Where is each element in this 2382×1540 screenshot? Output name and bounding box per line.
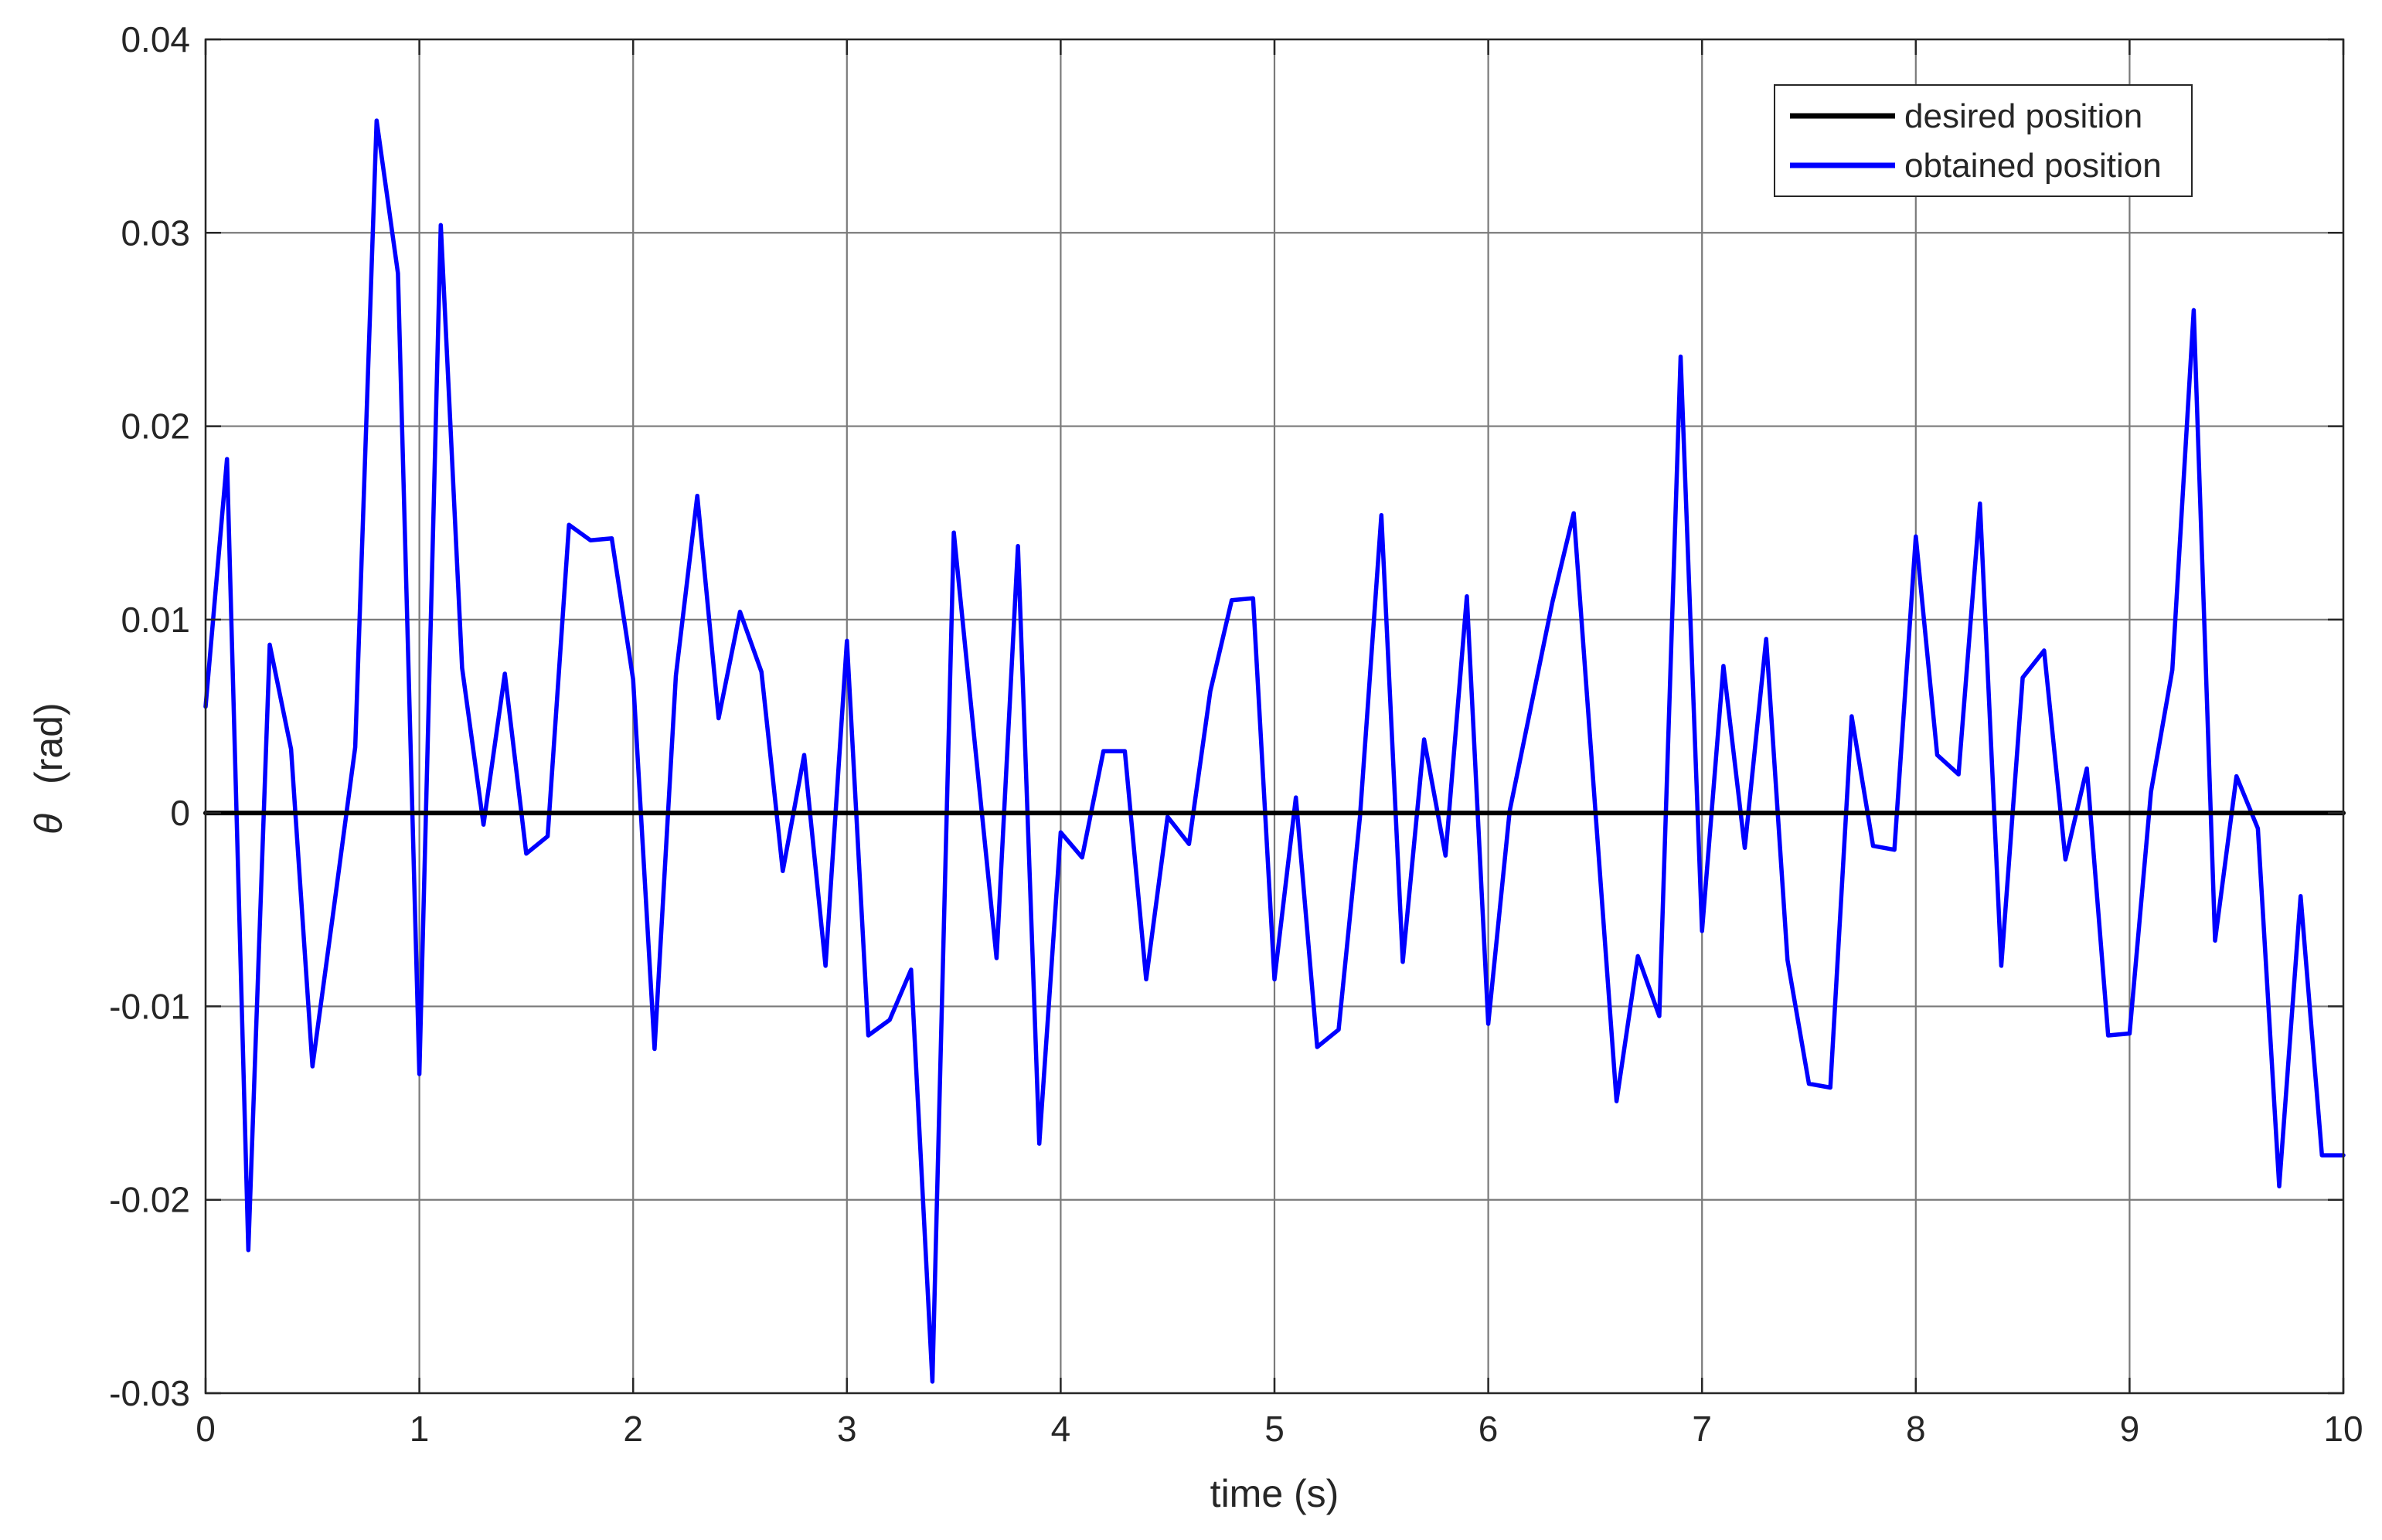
x-tick-label: 9 <box>2120 1409 2140 1449</box>
y-tick-label: 0.02 <box>121 406 190 447</box>
legend-label-desired: desired position <box>1904 97 2142 135</box>
x-tick-label: 5 <box>1264 1409 1285 1449</box>
series-obtained-position-line <box>203 118 2346 1384</box>
x-tick-label: 1 <box>410 1409 430 1449</box>
x-tick-label: 7 <box>1692 1409 1712 1449</box>
tick-labels: 0 1 2 3 4 5 6 7 8 9 10 -0.03 -0.02 -0.01 0 0.01 0.02 0.03… <box>109 19 2363 1449</box>
x-tick-label: 4 <box>1051 1409 1071 1449</box>
y-tick-label: 0.03 <box>121 212 190 253</box>
y-axis-unit: (rad) <box>27 702 70 784</box>
x-tick-label: 0 <box>196 1409 216 1449</box>
svg-text:θ (rad): θ (rad) <box>27 702 70 835</box>
legend-label-obtained: obtained position <box>1904 147 2162 185</box>
y-axis-label: θ (rad) <box>27 702 70 835</box>
y-axis-symbol: θ <box>27 814 70 835</box>
y-tick-label: 0.01 <box>121 600 190 640</box>
x-tick-label: 8 <box>1906 1409 1926 1449</box>
grid <box>206 39 2343 1393</box>
x-tick-label: 2 <box>623 1409 643 1449</box>
x-axis-label: time (s) <box>1210 1472 1339 1515</box>
x-tick-label: 6 <box>1479 1409 1499 1449</box>
y-tick-label: 0.04 <box>121 19 190 59</box>
legend-box <box>1774 84 2193 197</box>
ticks <box>204 38 2345 1395</box>
series-group <box>203 118 2346 1384</box>
y-tick-label: -0.03 <box>109 1373 190 1413</box>
legend: desired position obtained position <box>1774 84 2193 197</box>
y-tick-label: 0 <box>170 793 190 833</box>
y-tick-label: -0.02 <box>109 1180 190 1220</box>
x-tick-label: 10 <box>2323 1409 2363 1449</box>
y-tick-label: -0.01 <box>109 986 190 1026</box>
x-tick-label: 3 <box>837 1409 857 1449</box>
